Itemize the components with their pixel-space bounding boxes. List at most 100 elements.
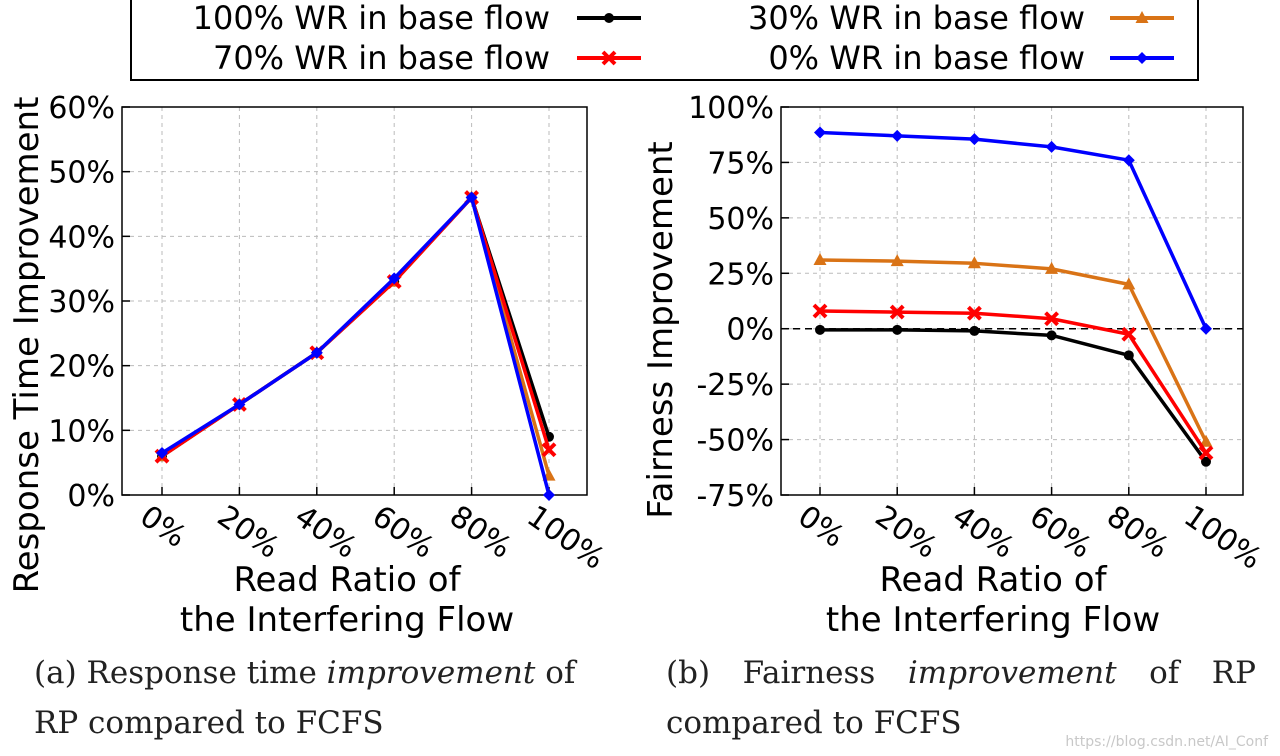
x-tick-label: 100% xyxy=(520,499,610,577)
diamond-marker xyxy=(814,126,826,139)
data-point xyxy=(1198,445,1214,461)
x-tick-label: 40% xyxy=(946,499,1021,566)
x-tick-label: 0% xyxy=(133,499,192,555)
y-tick-label: 20% xyxy=(48,350,115,385)
y-tick-label: 50% xyxy=(48,156,115,191)
diamond-marker xyxy=(1136,52,1148,64)
legend-label-70wr: 70% WR in base flow xyxy=(213,39,550,77)
diamond-marker xyxy=(891,129,904,142)
circle-marker xyxy=(1201,456,1211,467)
x-tick-label: 80% xyxy=(443,499,518,566)
series-triangle xyxy=(813,252,1213,447)
data-point xyxy=(1199,434,1213,447)
triangle-marker xyxy=(967,256,981,269)
diamond-marker xyxy=(1122,154,1135,167)
plot-frame xyxy=(780,106,1244,496)
data-point xyxy=(1122,277,1136,290)
x-marker-stroke xyxy=(601,50,617,66)
x-marker-stroke xyxy=(1044,311,1060,327)
triangle-marker xyxy=(1135,11,1149,23)
data-point xyxy=(814,126,826,139)
legend-marker xyxy=(1135,11,1149,23)
data-point xyxy=(1045,261,1059,274)
data-point xyxy=(156,446,168,459)
x-tick-label: 20% xyxy=(869,499,944,566)
legend: 100% WR in base flow 30% WR in base flow… xyxy=(130,0,1199,81)
x-marker-stroke xyxy=(812,303,828,319)
chart-response-time: 0%10%20%30%40%50%60% 0% 20% 40% 60% 80% 100% … xyxy=(7,91,611,640)
diamond-marker xyxy=(968,133,981,146)
legend-label-30wr: 30% WR in base flow xyxy=(748,0,1085,37)
caption-b: (b) Fairness improvement of RP compared … xyxy=(666,655,1256,741)
series-line xyxy=(161,195,551,477)
x-marker-stroke xyxy=(541,442,557,458)
x-axis-label-line2: the Interfering Flow xyxy=(180,600,514,640)
data-point xyxy=(969,325,980,336)
series-line xyxy=(819,130,1208,330)
data-point xyxy=(1044,311,1060,327)
data-point xyxy=(889,304,905,320)
data-point xyxy=(541,442,557,458)
x-axis-label-line1: Read Ratio of xyxy=(879,560,1107,600)
chart-fairness: -75% -50% -25% 0% 25% 50% 75% 100% 0% 20% 40% 60% 8… xyxy=(641,91,1268,640)
triangle-marker xyxy=(1199,434,1213,447)
y-tick-label: 30% xyxy=(48,285,115,320)
x-marker-stroke xyxy=(1198,445,1214,461)
diamond-marker xyxy=(1200,322,1212,335)
data-point xyxy=(891,129,904,142)
data-point xyxy=(1201,456,1211,467)
data-point xyxy=(813,252,827,265)
circle-marker xyxy=(892,324,903,335)
circle-marker xyxy=(1046,330,1057,341)
data-point xyxy=(967,256,981,269)
diamond-marker xyxy=(543,489,555,501)
series-triangle xyxy=(155,190,556,481)
legend-label-0wr: 0% WR in base flow xyxy=(768,39,1085,77)
x-axis-label-line1: Read Ratio of xyxy=(233,560,461,600)
x-marker-stroke xyxy=(889,304,905,320)
triangle-marker xyxy=(1122,277,1136,290)
series-line xyxy=(819,309,1208,454)
data-point xyxy=(543,489,555,501)
circle-marker xyxy=(1123,350,1134,361)
diamond-marker xyxy=(1045,140,1058,153)
y-tick-label: 10% xyxy=(48,414,115,449)
diamond-marker xyxy=(156,446,168,459)
circle-marker xyxy=(815,324,825,335)
y-tick-label: 50% xyxy=(707,202,774,237)
series-line xyxy=(820,328,1208,463)
legend-box xyxy=(130,0,1199,81)
y-axis-label: Response Time Improvement xyxy=(7,97,47,594)
diamond-marker xyxy=(233,398,246,411)
series-diamond xyxy=(156,191,555,501)
data-point xyxy=(388,272,401,285)
y-tick-label: 40% xyxy=(48,220,115,255)
series-x xyxy=(812,303,1214,461)
series-x xyxy=(154,190,557,464)
x-tick-label: 20% xyxy=(211,499,286,566)
y-tick-label: 60% xyxy=(48,91,115,126)
series-line xyxy=(161,195,551,496)
legend-marker xyxy=(1136,52,1148,64)
data-point xyxy=(1045,140,1058,153)
x-axis-label-line2: the Interfering Flow xyxy=(826,600,1160,640)
y-tick-label: 25% xyxy=(707,257,774,292)
x-tick-label: 80% xyxy=(1100,499,1175,566)
caption-a: (a) Response time improvement of RP comp… xyxy=(34,655,576,741)
data-point xyxy=(1123,350,1134,361)
y-tick-label: -75% xyxy=(696,479,774,514)
circle-marker xyxy=(604,13,614,23)
y-tick-label: 0% xyxy=(67,479,115,514)
circle-marker xyxy=(969,325,980,336)
data-point xyxy=(812,303,828,319)
x-tick-label: 60% xyxy=(366,499,441,566)
diamond-marker xyxy=(465,191,478,204)
data-point xyxy=(1122,154,1135,167)
x-marker-stroke xyxy=(1121,326,1137,342)
legend-marker xyxy=(604,13,614,23)
watermark: https://blog.csdn.net/AI_Conf xyxy=(1065,734,1268,750)
legend-marker xyxy=(601,50,617,66)
x-tick-label: 60% xyxy=(1023,499,1098,566)
y-tick-label: -25% xyxy=(696,368,774,403)
